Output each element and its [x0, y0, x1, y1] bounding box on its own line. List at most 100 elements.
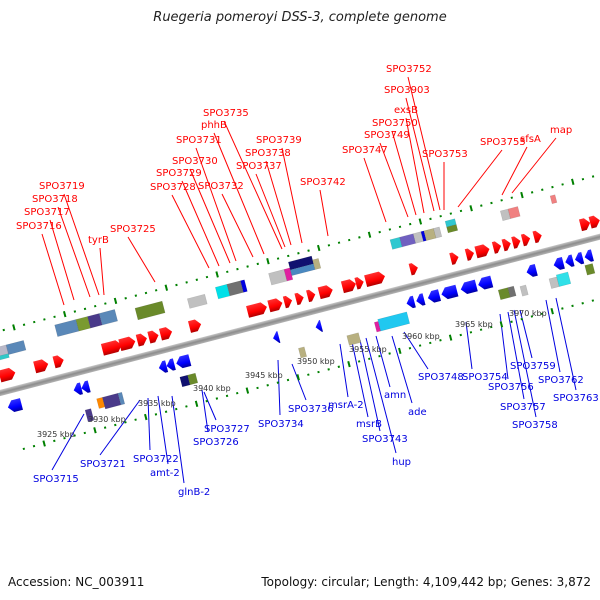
upper-tick [591, 175, 595, 178]
upper-tick [347, 238, 351, 242]
domain-block [134, 300, 166, 321]
reverse-gene-arrow [315, 319, 323, 332]
reverse-leader-line [375, 335, 391, 388]
genome-title: Ruegeria pomeroyi DSS-3, complete genome [153, 10, 447, 25]
upper-tick [215, 271, 219, 278]
forward-gene-label: SPO3750 [372, 118, 418, 129]
forward-gene-arrow [354, 277, 364, 290]
reverse-gene-arrow [7, 398, 23, 413]
lower-tick [307, 373, 310, 376]
forward-leader-line [195, 147, 237, 262]
upper-tick [73, 310, 77, 313]
forward-leader-line [511, 137, 557, 194]
domain-block [102, 392, 122, 410]
upper-tick [408, 222, 412, 226]
lower-tick [429, 341, 432, 345]
reverse-gene-label: SPO3757 [500, 402, 546, 413]
kbp-tick-label: 3965 kbp [455, 320, 493, 329]
reverse-gene-arrow [526, 264, 538, 277]
lower-tick [520, 317, 523, 321]
forward-leader-line [457, 149, 503, 208]
upper-tick [93, 304, 97, 308]
domain-block [507, 206, 521, 219]
forward-leader-line [181, 180, 220, 267]
upper-tick [480, 204, 483, 207]
forward-gene-label: map [550, 125, 572, 136]
lower-tick [83, 431, 87, 435]
upper-tick [33, 320, 36, 324]
upper-tick [175, 283, 178, 287]
reverse-gene-arrow [166, 358, 176, 371]
upper-tick [551, 185, 554, 189]
reverse-leader-line [339, 343, 349, 398]
lower-tick [124, 421, 127, 424]
forward-gene-arrow [52, 355, 64, 369]
reverse-leader-line [99, 399, 141, 456]
forward-gene-label: SPO3730 [172, 156, 218, 167]
upper-tick [337, 241, 341, 244]
forward-gene-arrow [0, 367, 16, 383]
kbp-tick-label: 3935 kbp [138, 399, 176, 408]
forward-gene-label: sfsA [520, 134, 541, 145]
lower-tick [581, 302, 584, 305]
reverse-gene-arrow [574, 251, 585, 265]
lower-tick [225, 394, 229, 398]
forward-gene-arrow [282, 295, 293, 309]
lower-tick [418, 344, 422, 347]
forward-gene-arrow [147, 330, 159, 344]
upper-tick [439, 214, 442, 218]
lower-tick [164, 410, 168, 413]
lower-tick [408, 346, 412, 350]
forward-gene-arrow [520, 233, 531, 247]
domain-block [84, 408, 95, 423]
lower-tick [194, 400, 199, 407]
upper-tick [490, 201, 493, 205]
reverse-gene-label: SPO3756 [488, 382, 534, 393]
lower-tick [256, 386, 259, 390]
forward-gene-arrow [158, 327, 173, 341]
upper-tick [317, 244, 321, 252]
reverse-gene-arrow [460, 279, 478, 295]
forward-leader-line [41, 233, 65, 306]
domain-block [5, 340, 27, 355]
upper-tick [154, 289, 158, 292]
forward-gene-arrow [491, 241, 502, 254]
upper-tick [418, 218, 423, 225]
lower-tick [510, 320, 513, 323]
lower-tick [103, 426, 107, 429]
kbp-tick-label: 3945 kbp [245, 371, 283, 380]
reverse-leader-line [365, 337, 397, 454]
reverse-gene-label: hup [392, 457, 411, 468]
reverse-leader-line [513, 309, 537, 418]
forward-gene-arrow [578, 218, 591, 232]
lower-tick [93, 427, 97, 434]
upper-tick [22, 323, 26, 326]
forward-gene-arrow [340, 279, 356, 294]
lower-tick [530, 315, 534, 318]
upper-tick [449, 212, 453, 215]
forward-leader-line [405, 117, 425, 214]
kbp-tick-label: 3960 kbp [402, 332, 440, 341]
lower-tick [235, 391, 239, 395]
upper-tick [561, 183, 564, 186]
domain-block [584, 263, 596, 276]
forward-gene-label: SPO3753 [422, 149, 468, 160]
forward-gene-arrow [449, 252, 459, 265]
upper-tick [530, 191, 534, 194]
lower-tick [53, 439, 56, 443]
forward-leader-line [223, 120, 283, 250]
forward-leader-line [281, 147, 303, 244]
lower-tick [42, 440, 46, 447]
reverse-gene-arrow [441, 284, 459, 300]
reverse-leader-line [403, 331, 429, 370]
lower-tick [388, 352, 391, 355]
lower-tick [154, 413, 158, 416]
upper-tick [134, 294, 138, 297]
forward-gene-label: SPO3716 [16, 221, 62, 232]
forward-gene-label: SPO3735 [203, 108, 249, 119]
forward-leader-line [407, 76, 441, 211]
domain-block [446, 224, 459, 234]
forward-gene-arrow [187, 319, 202, 333]
upper-tick [500, 199, 503, 202]
reverse-gene-arrow [565, 254, 575, 267]
